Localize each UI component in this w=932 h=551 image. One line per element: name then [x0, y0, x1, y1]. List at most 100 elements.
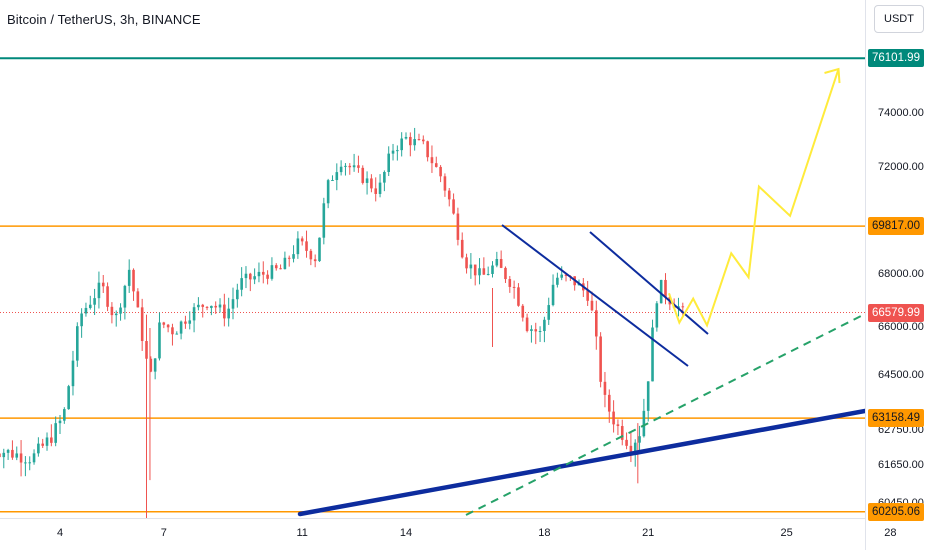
price-level-label: 69817.00	[868, 217, 924, 236]
candle-body	[283, 257, 287, 270]
price-chart[interactable]	[0, 0, 865, 518]
candle-body	[274, 265, 278, 269]
candle-body	[374, 188, 378, 194]
price-level-label: 66579.99	[868, 303, 924, 322]
candle-body	[504, 267, 507, 280]
candle-body	[6, 449, 10, 453]
candle-body	[434, 163, 438, 167]
candle-body	[387, 153, 390, 172]
candle-body	[54, 423, 57, 443]
candle-body	[620, 426, 624, 440]
projection-path	[668, 68, 840, 328]
candle-body	[460, 239, 464, 258]
candle-body	[326, 180, 330, 204]
candle-body	[37, 443, 40, 454]
candle-body	[205, 306, 209, 308]
currency-button[interactable]: USDT	[874, 5, 924, 33]
candle-body	[313, 259, 317, 262]
candle-body	[508, 279, 512, 287]
time-tick-label: 21	[642, 527, 655, 539]
candle-body	[106, 286, 109, 307]
candle-body	[452, 199, 455, 214]
candle-body	[171, 327, 174, 335]
candle-body	[249, 273, 252, 280]
candle-body	[551, 284, 555, 306]
candle-body	[365, 178, 369, 183]
candle-body	[28, 462, 32, 464]
time-tick-label: 4	[56, 527, 64, 539]
candle-body	[417, 139, 421, 141]
candle-body	[409, 136, 412, 146]
candle-body	[521, 305, 525, 318]
candle-body	[15, 453, 19, 458]
candle-body	[391, 150, 395, 154]
price-level-label: 76101.99	[868, 49, 924, 68]
candle-body	[370, 178, 373, 189]
price-tick-label: 61650.00	[878, 458, 924, 471]
candle-body	[63, 409, 66, 421]
dashed-trendline	[465, 313, 865, 516]
candle-body	[175, 333, 179, 335]
time-tick-label: 7	[160, 527, 167, 539]
time-tick-label: 25	[780, 527, 793, 539]
candle-body	[595, 310, 598, 337]
candle-body	[50, 437, 53, 443]
candle-body	[201, 304, 205, 307]
candle-body	[625, 439, 628, 446]
candle-body	[469, 264, 473, 269]
candle-body	[335, 172, 339, 181]
candle-body	[132, 269, 135, 292]
price-level-label: 60205.06	[868, 502, 924, 521]
price-tick-label: 66000.00	[878, 321, 924, 333]
candle-body	[352, 165, 356, 168]
candle-body	[223, 304, 226, 319]
candle-body	[240, 278, 243, 290]
candle-body	[210, 305, 213, 308]
candle-body	[114, 313, 118, 316]
candle-body	[646, 381, 650, 411]
candle-body	[378, 182, 382, 194]
candle-body	[214, 305, 217, 308]
candle-body	[447, 190, 451, 200]
candle-body	[80, 313, 83, 327]
candle-body	[681, 306, 685, 308]
candle-body	[257, 271, 261, 277]
candle-body	[110, 306, 114, 316]
candle-body	[651, 327, 654, 382]
candle-body	[162, 322, 166, 325]
candle-body	[396, 150, 399, 152]
candle-body	[149, 358, 153, 372]
candle-body	[158, 322, 161, 359]
time-axis[interactable]	[0, 518, 865, 551]
candle-body	[339, 166, 343, 173]
candle-body	[612, 411, 615, 425]
candle-body	[547, 305, 551, 320]
candle-body	[525, 317, 529, 331]
time-tick-label: 18	[538, 527, 551, 539]
candle-body	[231, 299, 235, 309]
candle-body	[136, 291, 140, 308]
candle-body	[253, 276, 256, 280]
candle-body	[530, 329, 533, 331]
candle-body	[188, 320, 192, 324]
candle-body	[517, 287, 520, 306]
candle-body	[292, 254, 295, 259]
candle-body	[67, 386, 70, 410]
candle-body	[127, 269, 131, 286]
candle-body	[32, 453, 36, 463]
candle-body	[404, 136, 408, 139]
candle-body	[270, 265, 274, 279]
price-axis[interactable]	[865, 0, 932, 550]
chart-title: Bitcoin / TetherUS, 3h, BINANCE	[7, 12, 201, 27]
candle-body	[261, 271, 265, 275]
candle-body	[140, 307, 144, 342]
candle-body	[322, 203, 326, 238]
candle-body	[560, 274, 563, 278]
candle-body	[629, 445, 633, 454]
candle-body	[166, 324, 170, 328]
candle-body	[616, 424, 620, 427]
projection-arrowhead	[824, 67, 841, 84]
candle-body	[633, 442, 637, 454]
price-tick-label: 74000.00	[878, 107, 924, 120]
candle-body	[11, 449, 14, 458]
